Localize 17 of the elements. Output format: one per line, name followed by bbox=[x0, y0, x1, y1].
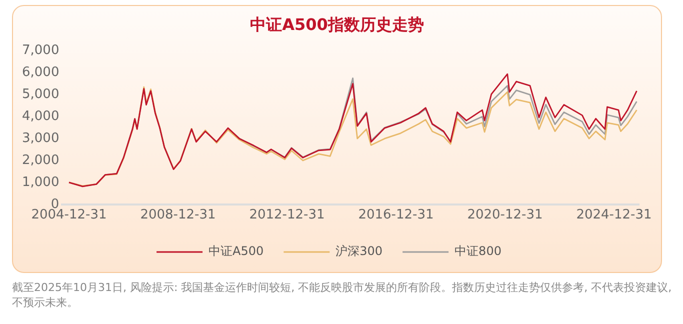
y-tick-label: 7,000 bbox=[22, 43, 60, 58]
y-tick-label: 3,000 bbox=[22, 130, 60, 146]
legend-label: 中证A500 bbox=[208, 244, 264, 258]
y-tick-label: 4,000 bbox=[22, 109, 60, 124]
x-tick-label: 2024-12-31 bbox=[576, 208, 652, 223]
legend-label: 沪深300 bbox=[336, 244, 383, 258]
y-tick-label: 5,000 bbox=[22, 87, 60, 102]
y-tick-label: 2,000 bbox=[22, 152, 60, 168]
x-tick-label: 2012-12-31 bbox=[249, 208, 325, 223]
x-tick-label: 2016-12-31 bbox=[358, 208, 434, 223]
x-tick-label: 2020-12-31 bbox=[467, 208, 543, 223]
x-tick-label: 2008-12-31 bbox=[140, 208, 216, 223]
y-tick-label: 1,000 bbox=[22, 174, 60, 190]
chart-title: 中证A500指数历史走势 bbox=[249, 15, 425, 36]
text: 截至2025年10月31日, 风险提示: 我国基金运作时间较短, 不能反映股市发展的所有阶段。指数历史过往走势仅供参考, 不代表投资建议, 不预示未来。 bbox=[12, 280, 673, 310]
y-tick-label: 6,000 bbox=[22, 65, 60, 80]
legend-label: 中证800 bbox=[454, 244, 502, 258]
